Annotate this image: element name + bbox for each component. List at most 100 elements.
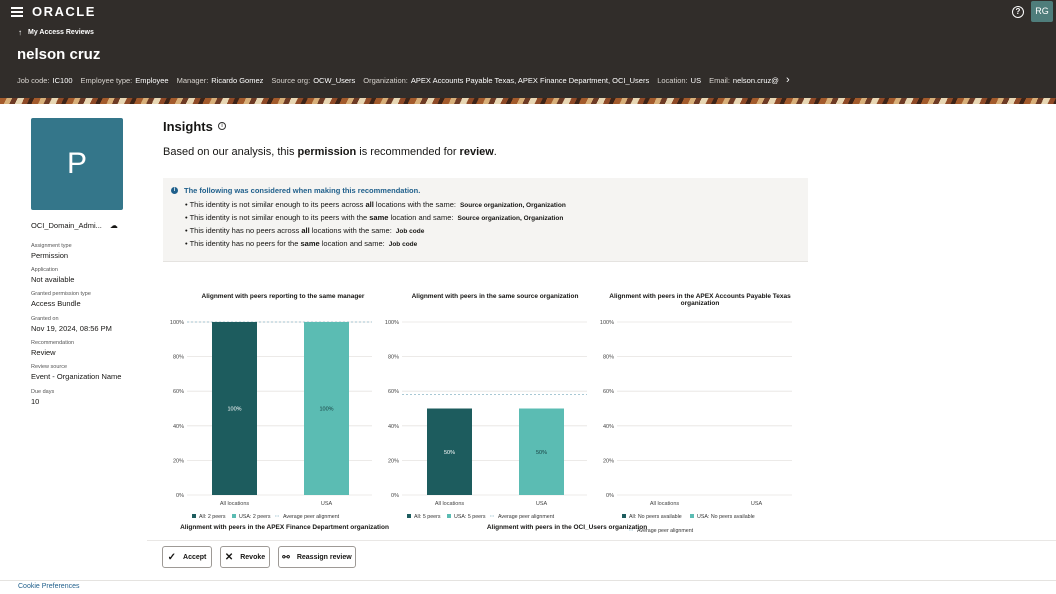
consideration-text: all	[301, 226, 310, 235]
y-tick-label: 40%	[603, 424, 614, 430]
info-icon[interactable]: i	[218, 122, 226, 130]
field-label: Granted permission type	[31, 291, 91, 297]
meta-key: Employee type:	[80, 76, 133, 85]
meta-key: Manager:	[176, 76, 209, 85]
chart-title: Alignment with peers in the APEX Finance…	[180, 524, 389, 531]
meta-value: US	[690, 76, 702, 85]
legend-label: USA: 2 peers	[239, 514, 271, 520]
back-link[interactable]: ↑ My Access Reviews	[18, 28, 94, 37]
chart-title: Alignment with peers in the same source …	[411, 293, 579, 300]
meta-value: Employee	[135, 76, 169, 85]
field-value: Not available	[31, 275, 75, 284]
revoke-button[interactable]: ✕ Revoke	[220, 546, 270, 568]
bar	[427, 408, 472, 495]
action-bar: ✓ Accept ✕ Revoke ⚯ Reassign review	[147, 540, 1056, 580]
app-name: OCI_Domain_Admi... ☁	[31, 221, 118, 230]
x-category-label: All locations	[220, 501, 250, 507]
y-tick-label: 0%	[391, 493, 399, 499]
meta-key: Source org:	[271, 76, 311, 85]
legend-label: Average peer alignment	[283, 514, 340, 520]
y-tick-label: 40%	[388, 424, 399, 430]
meta-value: OCW_Users	[313, 76, 356, 85]
consideration-text: all	[365, 200, 374, 209]
y-tick-label: 100%	[385, 320, 399, 326]
x-category-label: USA	[751, 501, 763, 507]
chart-title: Alignment with peers in the APEX Account…	[609, 293, 791, 307]
help-icon[interactable]: ?	[1012, 6, 1024, 18]
meta-value: APEX Accounts Payable Texas, APEX Financ…	[410, 76, 650, 85]
consideration-text: Job code	[388, 241, 418, 248]
cookie-preferences-link[interactable]: Cookie Preferences	[18, 583, 80, 590]
field-label: Review source	[31, 364, 68, 370]
y-tick-label: 100%	[170, 320, 184, 326]
y-tick-label: 80%	[173, 355, 184, 361]
check-icon: ✓	[167, 551, 177, 563]
field-value: Permission	[31, 251, 69, 260]
consideration-item: This identity has no peers across all lo…	[185, 226, 566, 239]
y-tick-label: 0%	[176, 493, 184, 499]
considerations-list: This identity is not similar enough to i…	[185, 200, 566, 252]
y-tick-label: 0%	[606, 493, 614, 499]
accept-button[interactable]: ✓ Accept	[162, 546, 212, 568]
y-tick-label: 20%	[173, 458, 184, 464]
chevron-right-icon[interactable]: ›	[786, 74, 790, 86]
field-label: Granted on	[31, 316, 59, 322]
legend-swatch	[232, 514, 236, 518]
x-category-label: All locations	[435, 501, 465, 507]
consideration-text: Source organization, Organization	[459, 202, 566, 209]
considerations-panel: i The following was considered when maki…	[163, 178, 808, 262]
consideration-text: This identity has no peers for the	[189, 239, 301, 248]
meta-key: Job code:	[17, 76, 50, 85]
summary-text: Based on our analysis, this	[163, 146, 298, 158]
accept-label: Accept	[183, 553, 207, 561]
back-arrow-icon: ↑	[18, 28, 22, 37]
y-tick-label: 40%	[173, 424, 184, 430]
chart-title: Alignment with peers in the OCI_Users or…	[486, 524, 648, 531]
x-category-label: All locations	[650, 501, 680, 507]
considerations-header: i The following was considered when maki…	[171, 186, 420, 195]
footer: Cookie Preferences	[0, 580, 1056, 594]
reassign-label: Reassign review	[296, 553, 352, 561]
bar	[212, 322, 257, 495]
summary-text: .	[493, 146, 497, 158]
legend-swatch	[407, 514, 411, 518]
chart-title: Alignment with peers reporting to the sa…	[201, 293, 365, 300]
bar	[519, 408, 564, 495]
field-value: Access Bundle	[31, 299, 81, 308]
y-tick-label: 20%	[603, 458, 614, 464]
reassign-review-button[interactable]: ⚯ Reassign review	[278, 546, 356, 568]
oracle-logo: ORACLE	[32, 4, 96, 19]
insights-title: Insights	[163, 119, 213, 134]
user-avatar[interactable]: RG	[1031, 1, 1053, 22]
x-category-label: USA	[321, 501, 333, 507]
info-icon: i	[171, 187, 178, 194]
considerations-title: The following was considered when making…	[184, 186, 421, 195]
bar-value-label: 50%	[444, 450, 455, 456]
field-label: Recommendation	[31, 340, 75, 346]
reassign-icon: ⚯	[282, 551, 290, 562]
legend-label: USA: 5 peers	[454, 514, 486, 520]
consideration-text: locations with the same:	[309, 226, 392, 235]
bar-value-label: 100%	[227, 407, 241, 413]
consideration-text: locations with the same:	[373, 200, 456, 209]
y-tick-label: 100%	[600, 320, 614, 326]
legend-label: Average peer alignment	[498, 514, 555, 520]
consideration-text: same	[300, 239, 320, 248]
legend-swatch	[192, 514, 196, 518]
meta-key: Email:	[709, 76, 730, 85]
field-value: Nov 19, 2024, 08:56 PM	[31, 324, 112, 333]
sidebar: P OCI_Domain_Admi... ☁ Assignment type Pe…	[0, 104, 147, 580]
consideration-item: This identity is not similar enough to i…	[185, 200, 566, 213]
legend-swatch	[447, 514, 451, 518]
consideration-text: Job code	[395, 228, 425, 235]
field-value: 10	[31, 397, 40, 406]
summary-text: is recommended for	[356, 146, 460, 158]
bar	[304, 322, 349, 495]
x-category-label: USA	[536, 501, 548, 507]
decorative-band	[0, 98, 1056, 104]
menu-icon[interactable]	[11, 7, 23, 17]
consideration-text: location and same:	[388, 213, 454, 222]
legend-swatch	[690, 514, 694, 518]
field-label: Application	[31, 267, 58, 273]
consideration-text: same	[369, 213, 389, 222]
